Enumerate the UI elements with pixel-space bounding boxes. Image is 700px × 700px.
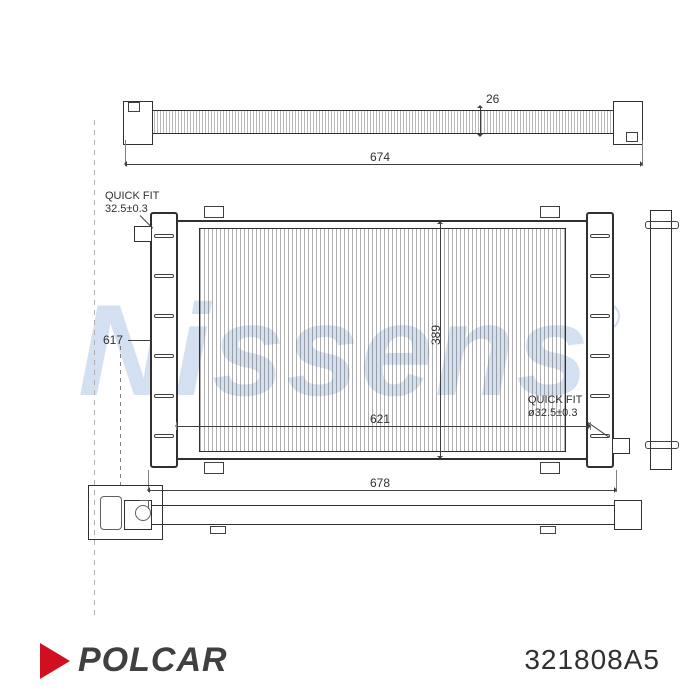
quickfit-top: QUICK FIT 32.5±0.3 — [105, 190, 159, 216]
quickfit-bot: QUICK FIT ø32.5±0.3 — [528, 394, 582, 420]
diagram-canvas: Nissens® 26 674 — [0, 0, 700, 700]
dim-621-label: 621 — [370, 412, 390, 426]
port-outlet — [612, 438, 630, 454]
hose-clip-icon — [100, 496, 122, 530]
tank-rib — [154, 314, 174, 318]
bracket-top-r — [540, 206, 560, 218]
tank-rib — [154, 394, 174, 398]
centerline-l — [94, 120, 95, 620]
tank-left — [150, 212, 178, 468]
quickfit-bot-line2: ø32.5±0.3 — [528, 407, 582, 420]
topview-port-right — [626, 132, 638, 142]
tank-rib — [154, 354, 174, 358]
side-port — [645, 221, 679, 229]
bottom-view — [150, 505, 616, 525]
ext-621-l — [176, 422, 177, 430]
dim-617-label: 617 — [103, 333, 123, 347]
dim-depth-label: 26 — [486, 92, 499, 106]
bracket-top-l — [204, 206, 224, 218]
bracket-bot-l — [204, 462, 224, 474]
tank-rib — [590, 234, 610, 238]
quickfit-top-line2: 32.5±0.3 — [105, 203, 159, 216]
brand: POLCAR — [40, 641, 228, 680]
brand-text: POLCAR — [78, 641, 228, 680]
dim-depth-arrow — [480, 106, 481, 136]
quickfit-bot-line1: QUICK FIT — [528, 394, 582, 407]
spring-clip-icon — [135, 505, 151, 521]
dim-674-label: 674 — [370, 150, 390, 164]
bottom-bar — [150, 505, 616, 525]
dim-389-label: 389 — [429, 325, 443, 345]
tank-rib — [154, 434, 174, 438]
dim-678-label: 678 — [370, 476, 390, 490]
dim-621-arrow — [176, 426, 590, 427]
tank-rib — [590, 274, 610, 278]
tank-rib — [590, 314, 610, 318]
accessory-box — [88, 485, 163, 540]
technical-drawing: 26 674 — [50, 50, 660, 620]
brand-logo-icon — [40, 643, 70, 679]
ext-621-r — [590, 422, 591, 430]
bottom-lug-l — [210, 526, 226, 534]
part-number: 321808A5 — [524, 644, 660, 676]
leader-617 — [128, 340, 152, 341]
dim-674-arrow — [125, 164, 642, 165]
tank-rib — [154, 274, 174, 278]
topview-port-left — [128, 102, 140, 112]
tank-rib — [154, 234, 174, 238]
bracket-bot-r — [540, 462, 560, 474]
side-port — [645, 441, 679, 449]
tank-rib — [590, 354, 610, 358]
bottom-cap-right — [614, 500, 642, 530]
tank-rib — [590, 394, 610, 398]
leader-617-v — [120, 346, 121, 486]
quickfit-top-line1: QUICK FIT — [105, 190, 159, 203]
bottom-lug-r — [540, 526, 556, 534]
dim-678-arrow — [148, 490, 616, 491]
top-view — [150, 110, 616, 134]
port-inlet — [134, 226, 152, 242]
side-view — [650, 210, 672, 470]
